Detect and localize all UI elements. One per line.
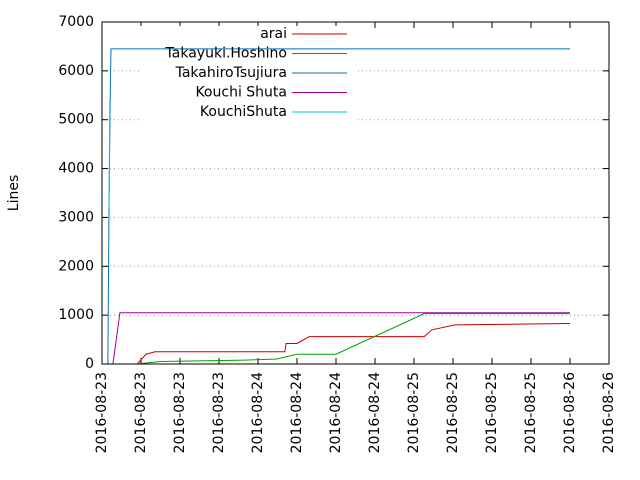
y-tick-label: 2000: [58, 258, 94, 274]
y-tick-label: 6000: [58, 63, 94, 79]
series-line: [136, 322, 571, 365]
legend-label: Kouchi Shuta: [195, 85, 287, 101]
x-tick-label: 2016-08-25: [406, 372, 422, 453]
series-line: [107, 48, 570, 365]
x-tick-label: 2016-08-23: [94, 372, 110, 453]
x-tick-label: 2016-08-23: [211, 372, 227, 453]
y-tick-label: 3000: [58, 209, 94, 225]
legend-label: arai: [260, 26, 287, 42]
x-tick-label: 2016-08-24: [289, 372, 305, 453]
y-tick-label: 0: [85, 356, 94, 372]
series-line: [137, 313, 570, 365]
y-tick-label: 5000: [58, 112, 94, 128]
x-tick-label: 2016-08-26: [601, 372, 617, 453]
x-tick-label: 2016-08-23: [172, 372, 188, 453]
x-tick-label: 2016-08-26: [562, 372, 578, 453]
legend-label: TakahiroTsujiura: [175, 65, 287, 81]
x-tick-label: 2016-08-25: [484, 372, 500, 453]
x-tick-label: 2016-08-23: [133, 372, 149, 453]
x-tick-label: 2016-08-25: [445, 372, 461, 453]
y-tick-label: 4000: [58, 161, 94, 177]
series-line: [112, 312, 570, 365]
legend-label: KouchiShuta: [200, 104, 287, 120]
series-line: [108, 100, 111, 208]
x-tick-label: 2016-08-24: [250, 372, 266, 453]
legend-label: Takayuki.Hoshino: [165, 46, 287, 62]
x-tick-label: 2016-08-24: [328, 372, 344, 453]
y-tick-label: 1000: [58, 307, 94, 323]
plot-border: [101, 21, 610, 365]
legend-background: [140, 26, 357, 128]
x-tick-label: 2016-08-24: [367, 372, 383, 453]
y-axis-label: Lines: [6, 175, 22, 211]
y-tick-label: 7000: [58, 14, 94, 30]
x-tick-label: 2016-08-25: [523, 372, 539, 453]
